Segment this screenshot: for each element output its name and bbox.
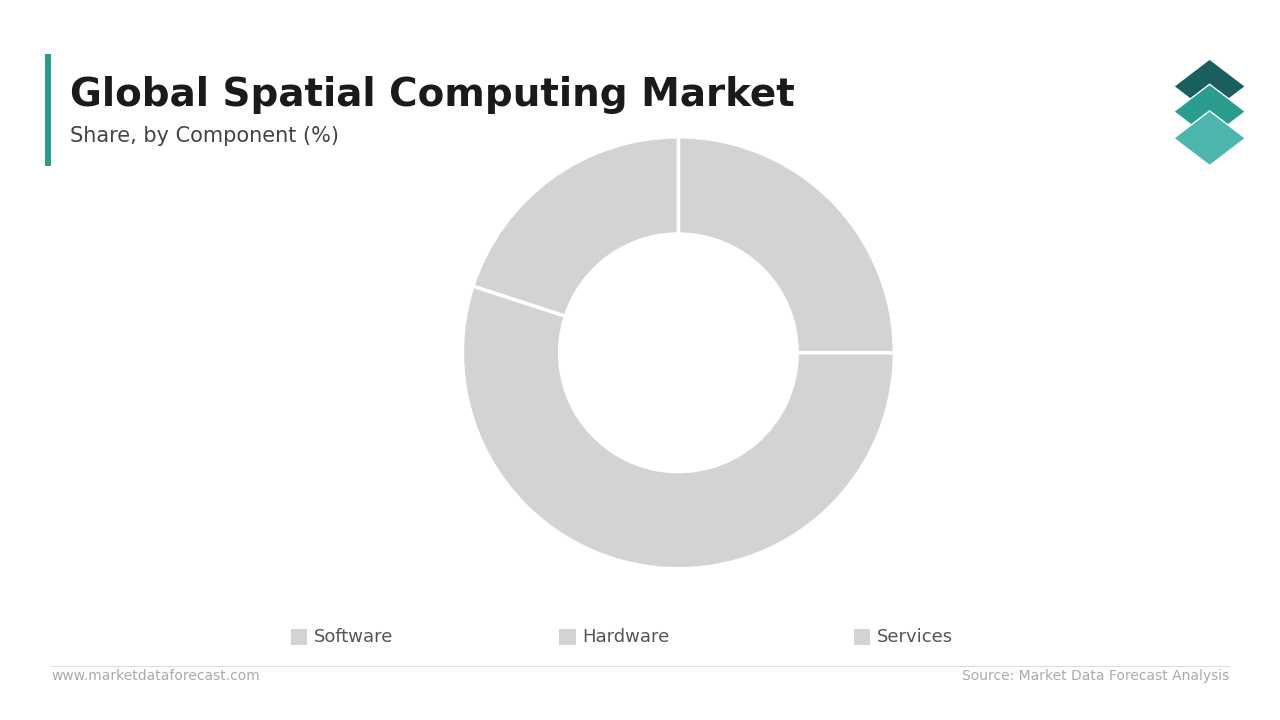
Text: Hardware: Hardware — [582, 628, 669, 647]
Wedge shape — [678, 137, 895, 353]
Text: Services: Services — [877, 628, 952, 647]
Text: Source: Market Data Forecast Analysis: Source: Market Data Forecast Analysis — [961, 669, 1229, 683]
Text: Software: Software — [314, 628, 393, 647]
Text: Share, by Component (%): Share, by Component (%) — [70, 126, 339, 146]
Wedge shape — [474, 137, 678, 316]
Text: www.marketdataforecast.com: www.marketdataforecast.com — [51, 669, 260, 683]
Text: Global Spatial Computing Market: Global Spatial Computing Market — [70, 76, 795, 114]
Wedge shape — [462, 286, 895, 569]
